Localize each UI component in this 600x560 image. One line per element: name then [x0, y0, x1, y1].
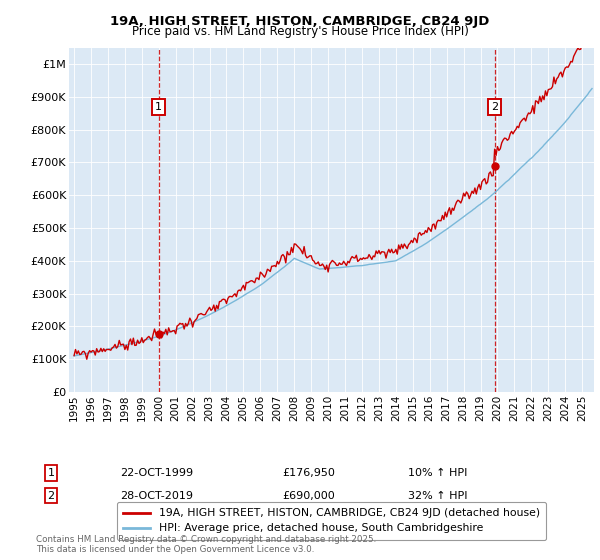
Text: £176,950: £176,950	[282, 468, 335, 478]
Text: 19A, HIGH STREET, HISTON, CAMBRIDGE, CB24 9JD: 19A, HIGH STREET, HISTON, CAMBRIDGE, CB2…	[110, 15, 490, 27]
Text: 10% ↑ HPI: 10% ↑ HPI	[408, 468, 467, 478]
Text: 1: 1	[155, 102, 162, 111]
Text: 28-OCT-2019: 28-OCT-2019	[120, 491, 193, 501]
Text: £690,000: £690,000	[282, 491, 335, 501]
Text: 22-OCT-1999: 22-OCT-1999	[120, 468, 193, 478]
Text: 1: 1	[47, 468, 55, 478]
Text: Contains HM Land Registry data © Crown copyright and database right 2025.
This d: Contains HM Land Registry data © Crown c…	[36, 535, 376, 554]
Text: Price paid vs. HM Land Registry's House Price Index (HPI): Price paid vs. HM Land Registry's House …	[131, 25, 469, 38]
Text: 2: 2	[491, 102, 498, 111]
Text: 32% ↑ HPI: 32% ↑ HPI	[408, 491, 467, 501]
Text: 2: 2	[47, 491, 55, 501]
Legend: 19A, HIGH STREET, HISTON, CAMBRIDGE, CB24 9JD (detached house), HPI: Average pri: 19A, HIGH STREET, HISTON, CAMBRIDGE, CB2…	[116, 502, 547, 540]
